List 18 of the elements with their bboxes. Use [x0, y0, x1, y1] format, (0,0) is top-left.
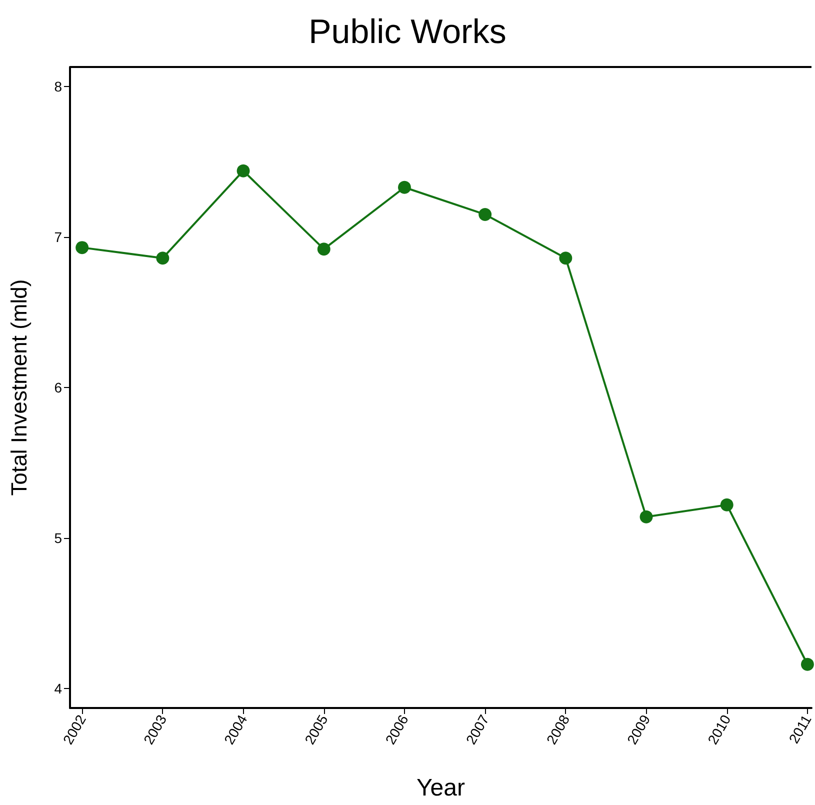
point [156, 252, 170, 265]
y-tick-label: 8 [54, 78, 62, 95]
point [478, 208, 492, 221]
chart-title: Public Works [308, 13, 506, 51]
y-tick-label: 7 [54, 229, 62, 246]
point [236, 164, 250, 178]
point [559, 252, 572, 265]
y-tick-label: 6 [54, 380, 62, 396]
point [800, 658, 814, 671]
point [76, 241, 89, 254]
x-axis-title: Year [416, 774, 465, 802]
point [317, 242, 330, 256]
y-axis-title: Total Investment (mld) [6, 279, 32, 496]
y-tick-label: 5 [54, 530, 62, 546]
point [398, 180, 411, 194]
point [720, 498, 734, 512]
y-tick-label: 4 [54, 680, 62, 696]
point [640, 510, 653, 524]
